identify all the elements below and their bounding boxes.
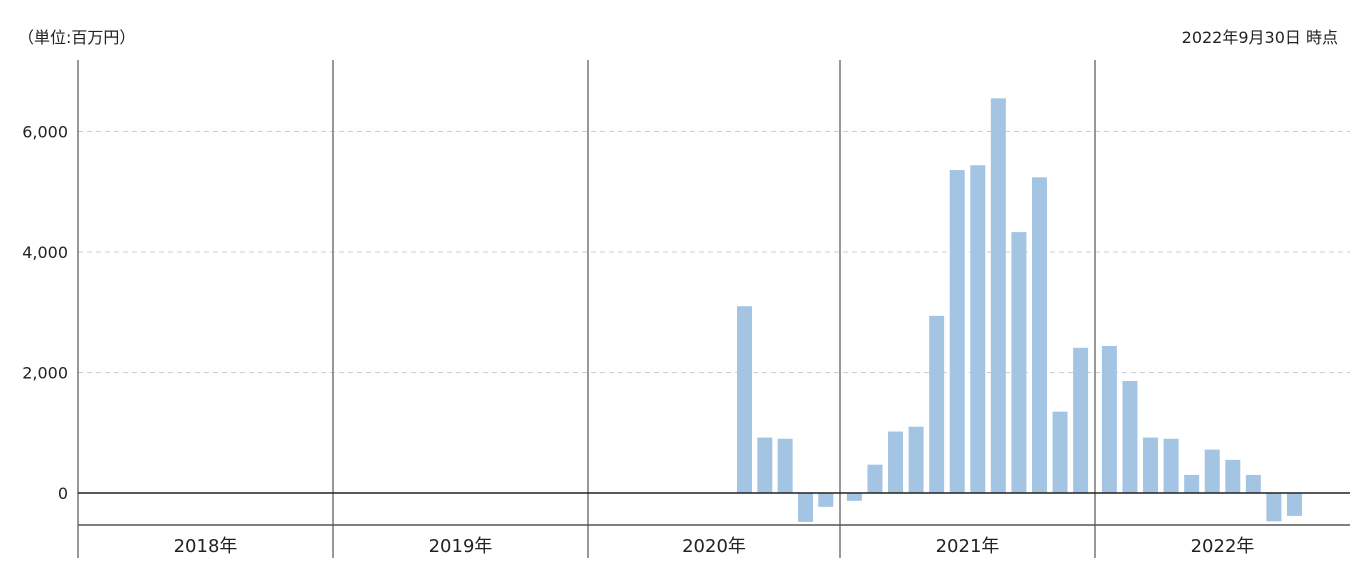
bar: [990, 98, 1006, 494]
x-tick-label-year: 2020年: [682, 536, 746, 557]
bar: [1184, 474, 1200, 493]
bar: [908, 426, 924, 493]
x-tick-label-year: 2019年: [429, 536, 493, 557]
y-tick-label: 2,000: [22, 364, 68, 383]
bar: [1031, 177, 1047, 494]
y-tick-label: 4,000: [22, 243, 68, 262]
bar: [757, 437, 773, 493]
bar: [1011, 232, 1027, 493]
bar: [1266, 493, 1282, 522]
bar: [1143, 437, 1159, 493]
bar: [818, 493, 834, 507]
bar: [1101, 345, 1117, 493]
bar: [777, 438, 793, 493]
bar: [1122, 380, 1138, 493]
bar: [888, 431, 904, 493]
as-of-date-label: 2022年9月30日 時点: [1181, 28, 1338, 47]
x-tick-label-year: 2022年: [1191, 536, 1255, 557]
bar: [867, 464, 883, 493]
x-tick-label-year: 2021年: [936, 536, 1000, 557]
y-tick-label: 6,000: [22, 123, 68, 142]
bar: [1245, 474, 1261, 493]
gridlines: [78, 131, 1350, 373]
unit-label: （単位:百万円）: [18, 28, 136, 47]
y-tick-label: 0: [58, 484, 68, 503]
bar: [1052, 411, 1068, 493]
labels: 0 2,000 4,000 6,000 2018年 2019年 2020年 2021年 2022…: [22, 123, 1254, 558]
bar: [1286, 493, 1302, 516]
bar: [846, 493, 862, 501]
bar: [1225, 459, 1241, 493]
x-tick-label-year: 2018年: [174, 536, 238, 557]
bar: [1073, 347, 1089, 493]
bar: [736, 306, 752, 493]
bars: [736, 98, 1302, 522]
axes: [77, 60, 1350, 558]
bar: [970, 165, 986, 494]
bar: [949, 170, 965, 493]
bar: [1163, 438, 1179, 493]
bar: [1204, 449, 1220, 493]
bar: [929, 315, 945, 493]
bar: [797, 493, 813, 522]
